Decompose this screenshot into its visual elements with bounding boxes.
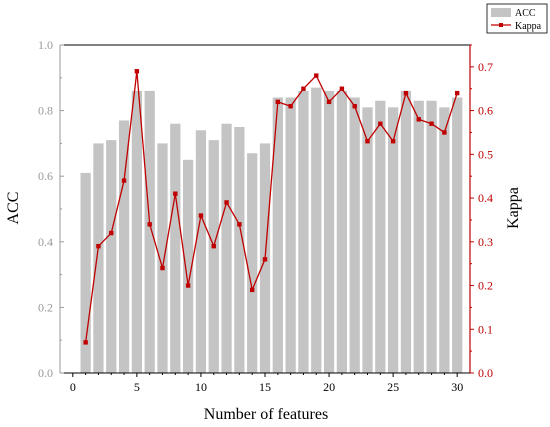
y-tick-label-left: 0.0 [38,366,53,380]
acc-bar [80,172,91,373]
kappa-point [147,222,152,227]
acc-bar [388,107,399,373]
kappa-point [378,121,383,126]
kappa-point [262,257,268,262]
kappa-point [314,73,319,78]
kappa-point [352,104,357,109]
acc-bar [375,100,386,373]
acc-bar [247,153,258,373]
acc-bar [426,100,437,373]
x-tick-label: 20 [323,380,335,394]
y-tick-label-left: 0.4 [38,235,53,249]
acc-bar [452,97,463,373]
kappa-point [403,90,409,96]
acc-bar [400,90,412,374]
kappa-point [198,213,204,218]
x-tick-label: 10 [195,380,207,394]
kappa-point [173,191,178,196]
kappa-point [288,104,293,109]
kappa-point [249,287,255,293]
legend-acc-label: ACC [515,8,536,19]
x-axis-title: Number of features [204,406,328,423]
acc-bar [170,123,181,373]
kappa-series [83,69,460,345]
acc-bars [80,87,463,374]
acc-bar [195,130,207,373]
x-tick-label: 25 [387,380,399,394]
kappa-point [326,99,332,105]
legend-kappa-label: Kappa [515,21,542,32]
acc-bar [208,140,219,373]
y-tick-label-right: 0.5 [478,147,493,161]
y-tick-label-left: 0.2 [38,300,53,314]
acc-bar [439,107,450,373]
kappa-point [365,139,370,144]
legend-kappa-marker [499,23,503,27]
x-tick-label: 5 [134,380,140,394]
kappa-point [339,86,345,91]
acc-bar [234,127,245,373]
acc-bar [413,100,424,373]
kappa-point [160,265,165,271]
x-tick-label: 30 [451,380,463,394]
acc-bar [272,97,283,373]
acc-bar [93,143,104,373]
kappa-point [185,283,191,288]
y-tick-label-left: 0.6 [38,169,53,183]
acc-bar [298,90,309,374]
y-tick-label-left: 1.0 [38,38,53,52]
kappa-line [84,71,458,343]
axes: 0.0 0.2 0.4 0.6 0.8 1.0 0.0 0.1 0.2 0.3 0.4 0.5 0.6 0… [38,38,493,394]
legend: ACC Kappa [486,3,548,34]
kappa-point [275,99,281,105]
y-axis-title-left: ACC [5,192,22,225]
y-tick-label-right: 0.3 [478,235,493,249]
kappa-point [429,121,434,126]
kappa-point [224,200,229,205]
acc-bar [285,97,296,373]
acc-bar [106,140,117,373]
acc-bar [144,90,155,374]
acc-bar [362,107,373,373]
acc-bar [221,123,232,373]
acc-bar [311,87,322,373]
acc-bar [118,120,130,373]
kappa-point [301,86,306,91]
x-tick-label: 15 [259,380,271,394]
acc-bar [183,159,194,373]
y-tick-label-right: 0.4 [478,191,493,205]
y-tick-label-right: 0.2 [478,279,493,293]
kappa-point [454,90,460,96]
kappa-point [134,69,140,74]
kappa-point [109,230,114,236]
kappa-point [96,243,101,249]
y-tick-label-right: 0.0 [478,366,493,380]
acc-bar [131,90,142,374]
legend-acc-swatch [491,8,511,17]
acc-bar [349,97,360,373]
y-tick-label-right: 0.7 [478,60,493,74]
kappa-point [237,222,242,227]
y-tick-label-right: 0.1 [478,322,493,336]
y-tick-label-left: 0.8 [38,104,53,118]
kappa-point [211,243,216,249]
kappa-point [390,139,396,144]
kappa-point [442,130,447,135]
acc-bar [336,90,347,374]
kappa-point [416,117,421,122]
kappa-point [83,340,88,345]
y-axis-title-right: Kappa [505,187,522,229]
acc-bar [157,143,168,373]
kappa-point [121,178,127,183]
acc-bar [323,90,335,374]
y-tick-label-right: 0.6 [478,104,493,118]
x-tick-label: 0 [70,380,76,394]
